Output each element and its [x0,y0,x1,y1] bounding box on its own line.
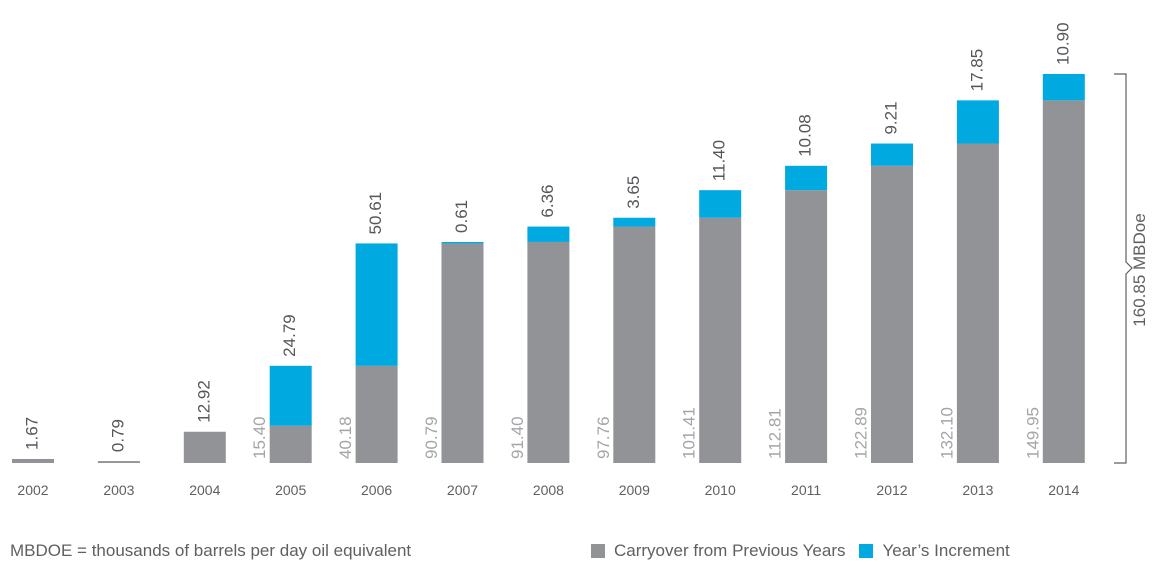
bar-increment-2013 [956,100,999,144]
x-tick-2009: 2009 [619,482,650,498]
footnote: MBDOE = thousands of barrels per day oil… [10,541,412,560]
data-label-carryover-2006: 40.18 [336,416,355,459]
bar-increment-2009 [613,217,656,227]
legend-swatch-increment [859,544,874,558]
data-label-top-2007: 0.61 [452,200,471,233]
data-label-top-2009: 3.65 [624,176,643,209]
x-tick-2002: 2002 [17,482,48,498]
legend-label-increment: Year’s Increment [882,541,1010,560]
x-tick-2013: 2013 [962,482,993,498]
bar-increment-2008 [527,226,570,242]
x-tick-2003: 2003 [103,482,134,498]
data-label-top-2011: 10.08 [796,114,815,157]
x-tick-2006: 2006 [361,482,392,498]
bar-increment-2011 [785,165,828,191]
bar-carryover-2006 [355,365,398,463]
legend: Carryover from Previous Years Year’s Inc… [591,541,1024,561]
bar-increment-2012 [871,143,913,166]
bar-carryover-2002 [12,458,54,463]
data-label-carryover-2012: 122.89 [851,407,870,459]
x-tick-2014: 2014 [1048,482,1079,498]
bar-carryover-2004 [183,431,226,463]
bar-carryover-2013 [956,143,999,464]
data-label-carryover-2011: 112.81 [766,408,785,459]
data-label-top-2006: 50.61 [366,192,385,235]
bar-carryover-2010 [699,217,742,463]
bar-carryover-2003 [97,461,140,463]
data-label-carryover-2008: 91.40 [508,416,527,459]
data-label-carryover-2007: 90.79 [422,416,441,459]
legend-swatch-carryover [591,544,605,558]
data-label-top-2004: 12.92 [194,380,213,423]
x-tick-2004: 2004 [189,482,220,498]
bar-increment-2007 [441,241,484,244]
data-label-carryover-2013: 132.10 [937,407,956,459]
data-label-carryover-2014: 149.95 [1023,407,1042,459]
stacked-bar-chart: 1.67 2002 0.79 2003 12.92 2004 15.40 24.79 2005 4… [12,22,1133,498]
data-label-top-2012: 9.21 [881,101,900,134]
x-tick-2007: 2007 [447,482,478,498]
data-label-top-2013: 17.85 [967,49,986,92]
data-label-carryover-2009: 97.76 [594,416,613,459]
x-tick-2010: 2010 [705,482,736,498]
bar-increment-2006 [355,243,398,366]
total-bracket [1114,73,1133,464]
legend-label-carryover: Carryover from Previous Years [614,541,846,560]
bar-carryover-2009 [613,226,656,463]
bar-carryover-2011 [785,190,828,463]
x-tick-2005: 2005 [275,482,306,498]
data-label-top-2008: 6.36 [538,184,557,217]
data-label-top-2005: 24.79 [280,314,299,357]
x-tick-2012: 2012 [876,482,907,498]
data-label-carryover-2010: 101.41 [680,407,699,459]
bar-carryover-2014 [1042,100,1085,463]
data-label-top-2002: 1.67 [22,417,41,450]
bar-increment-2014 [1042,74,1085,101]
data-label-top-2003: 0.79 [108,419,127,452]
legend-item-carryover: Carryover from Previous Years [591,541,845,561]
x-tick-2011: 2011 [791,482,821,498]
bar-carryover-2008 [527,241,570,463]
bar-carryover-2005 [269,425,312,463]
data-label-top-2014: 10.90 [1053,22,1072,65]
bar-carryover-2012 [871,165,913,463]
bar-increment-2010 [699,190,742,218]
legend-item-increment: Year’s Increment [859,541,1010,561]
total-annotation: 160.85 MBDoe [1130,213,1149,327]
data-label-carryover-2005: 15.40 [250,416,269,459]
bar-carryover-2007 [441,243,484,463]
x-tick-2008: 2008 [533,482,564,498]
bar-increment-2005 [269,365,312,426]
data-label-top-2010: 11.40 [710,140,729,181]
